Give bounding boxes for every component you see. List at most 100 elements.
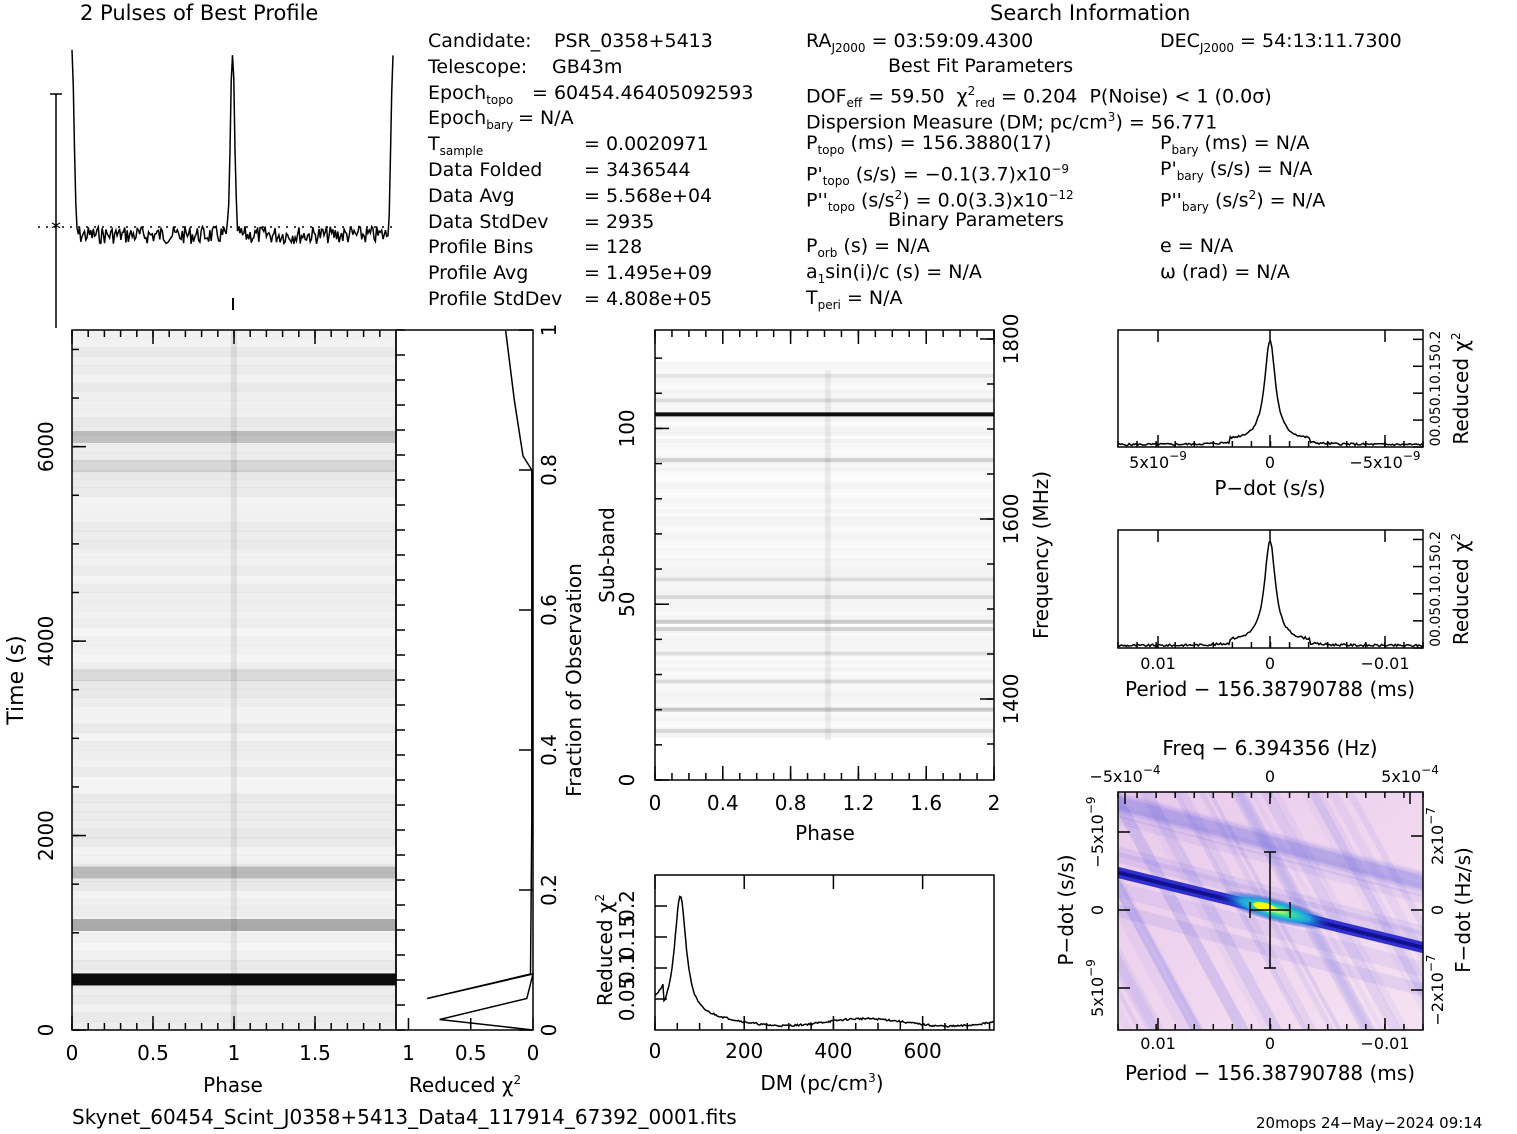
tick-label: 5x10−9 (1084, 959, 1107, 1017)
heatmap-row (655, 484, 994, 489)
heatmap-row (655, 464, 994, 468)
heatmap-row (72, 356, 396, 366)
heatmap-row (655, 730, 994, 735)
heatmap-row (655, 695, 994, 700)
tick-label: 0.2 (615, 890, 639, 922)
chi2-pdot-plot: 5x10−9 0 −5x10−9 00.050.10.150.2 Reduced χ2 P… (1117, 329, 1473, 500)
filename: Skynet_60454_Scint_J0358+5413_Data4_1179… (72, 1105, 737, 1129)
heatmap-row (655, 604, 994, 608)
heatmap-row (655, 555, 994, 559)
tick-label: 0.01 (1140, 1034, 1176, 1053)
heatmap-band (655, 728, 994, 733)
heatmap-row (655, 533, 994, 538)
pulse-track (231, 330, 237, 1030)
chart-title: Freq − 6.394356 (Hz) (1162, 736, 1377, 760)
heatmap-row (655, 431, 994, 436)
tick-label: 6000 (34, 421, 58, 472)
heatmap-band (72, 430, 396, 443)
tick-label: 1.6 (910, 791, 942, 815)
ra-line: RAJ2000 = 03:59:09.4300 (806, 30, 1034, 55)
heatmap-band (72, 669, 396, 682)
tick-label: 0 (1088, 905, 1107, 915)
heatmap-row (655, 488, 994, 492)
tick-label: 1.5 (299, 1041, 331, 1065)
stripe (1118, 876, 1202, 1030)
heatmap-row (655, 389, 994, 394)
candidate-label: Epochbary (428, 107, 514, 133)
a1-line: a1sin(i)/c (s) = N/A (806, 261, 982, 286)
pdtopo-line: P'topo (s/s) = −0.1(3.7)x10−9 (806, 162, 1070, 189)
heatmap-row (655, 495, 994, 499)
heatmap-row (655, 646, 994, 650)
heatmap-band (655, 577, 994, 582)
heatmap-row (72, 443, 396, 453)
tick-label: −5x10−4 (1089, 763, 1160, 786)
time-phase-plot: 0 0.5 1 1.5 0 2000 4000 6000 Phase Time (s) (4, 329, 397, 1097)
candidate-value: = 3436544 (584, 159, 691, 181)
heatmap-row (655, 386, 994, 390)
stripe (1118, 891, 1194, 1030)
candidate-label: Candidate: (428, 30, 532, 52)
candidate-label: Data Avg (428, 184, 515, 207)
heatmap-row (72, 470, 396, 480)
heatmap-row (72, 802, 396, 812)
dec-line: DECJ2000 = 54:13:11.7300 (1160, 30, 1402, 55)
heatmap-row (655, 506, 994, 510)
tick-label: 0 (1265, 1034, 1275, 1053)
p-pdot-plot: 0.01 0 −0.01 −5x10−4 0 5x10−4 −5x10−9 0 5x10−9 2x… (1054, 736, 1475, 1085)
tick-label: 0.1 (615, 952, 639, 984)
heatmap-row (655, 590, 994, 594)
tick-label: 0 (615, 774, 639, 787)
heatmap-row (72, 898, 396, 908)
y-axis-label: Time (s) (4, 635, 29, 725)
heatmap-row (655, 471, 994, 475)
heatmap-row (655, 569, 994, 573)
tick-label: 0.15 (615, 915, 639, 960)
heatmap-row (72, 435, 396, 445)
heatmap-row (655, 671, 994, 675)
heatmap-row (655, 467, 994, 471)
heatmap-row (655, 632, 994, 636)
heatmap-row (655, 383, 994, 387)
heatmap-row (655, 667, 994, 672)
y2-axis-label: Frequency (MHz) (1029, 471, 1053, 639)
tick-label: 0.6 (537, 594, 561, 626)
heatmap-row (655, 576, 994, 580)
candidate-value: = 5.568e+04 (584, 184, 713, 207)
tick-label: 2000 (34, 810, 58, 861)
candidate-label: Data Folded (428, 159, 543, 181)
stripe (1118, 804, 1423, 898)
heatmap-row (655, 692, 994, 696)
stripe (1118, 793, 1423, 890)
tick-label: 5x10−4 (1381, 763, 1439, 786)
stripe (1270, 792, 1409, 1030)
heatmap-row (72, 680, 396, 690)
heatmap-row (655, 404, 994, 408)
heatmap-bg (72, 330, 396, 1030)
profile-plot: * (38, 49, 394, 328)
profile-title: 2 Pulses of Best Profile (80, 1, 319, 25)
tick-label: 0.4 (537, 734, 561, 766)
heatmap-row (655, 720, 994, 724)
heatmap-row (655, 583, 994, 587)
best-fit-title: Best Fit Parameters (888, 55, 1074, 77)
heatmap-row (655, 541, 994, 545)
search-title: Search Information (990, 1, 1191, 25)
heatmap-row (72, 347, 396, 357)
dof-line: DOFeff = 59.50 χ2red = 0.204 P(Noise) < … (806, 84, 1272, 111)
heatmap-row (72, 968, 396, 978)
tick-label: 0.8 (537, 454, 561, 486)
tick-label: 2x10−7 (1424, 807, 1447, 865)
tick-label: 0.05 (615, 977, 639, 1022)
heatmap-row (72, 723, 396, 733)
heatmap-row (72, 793, 396, 803)
heatmap-row (655, 425, 994, 429)
y2-axis-label: Fraction of Observation (562, 563, 586, 797)
tick-label: Reduced χ2 (1449, 533, 1473, 645)
stripe (1176, 792, 1317, 1030)
tick-label: −5x10−9 (1349, 449, 1420, 472)
tick-label: 00.050.10.150.2 (1428, 531, 1444, 647)
stripe (1327, 792, 1423, 967)
heatmap-row (655, 675, 994, 679)
